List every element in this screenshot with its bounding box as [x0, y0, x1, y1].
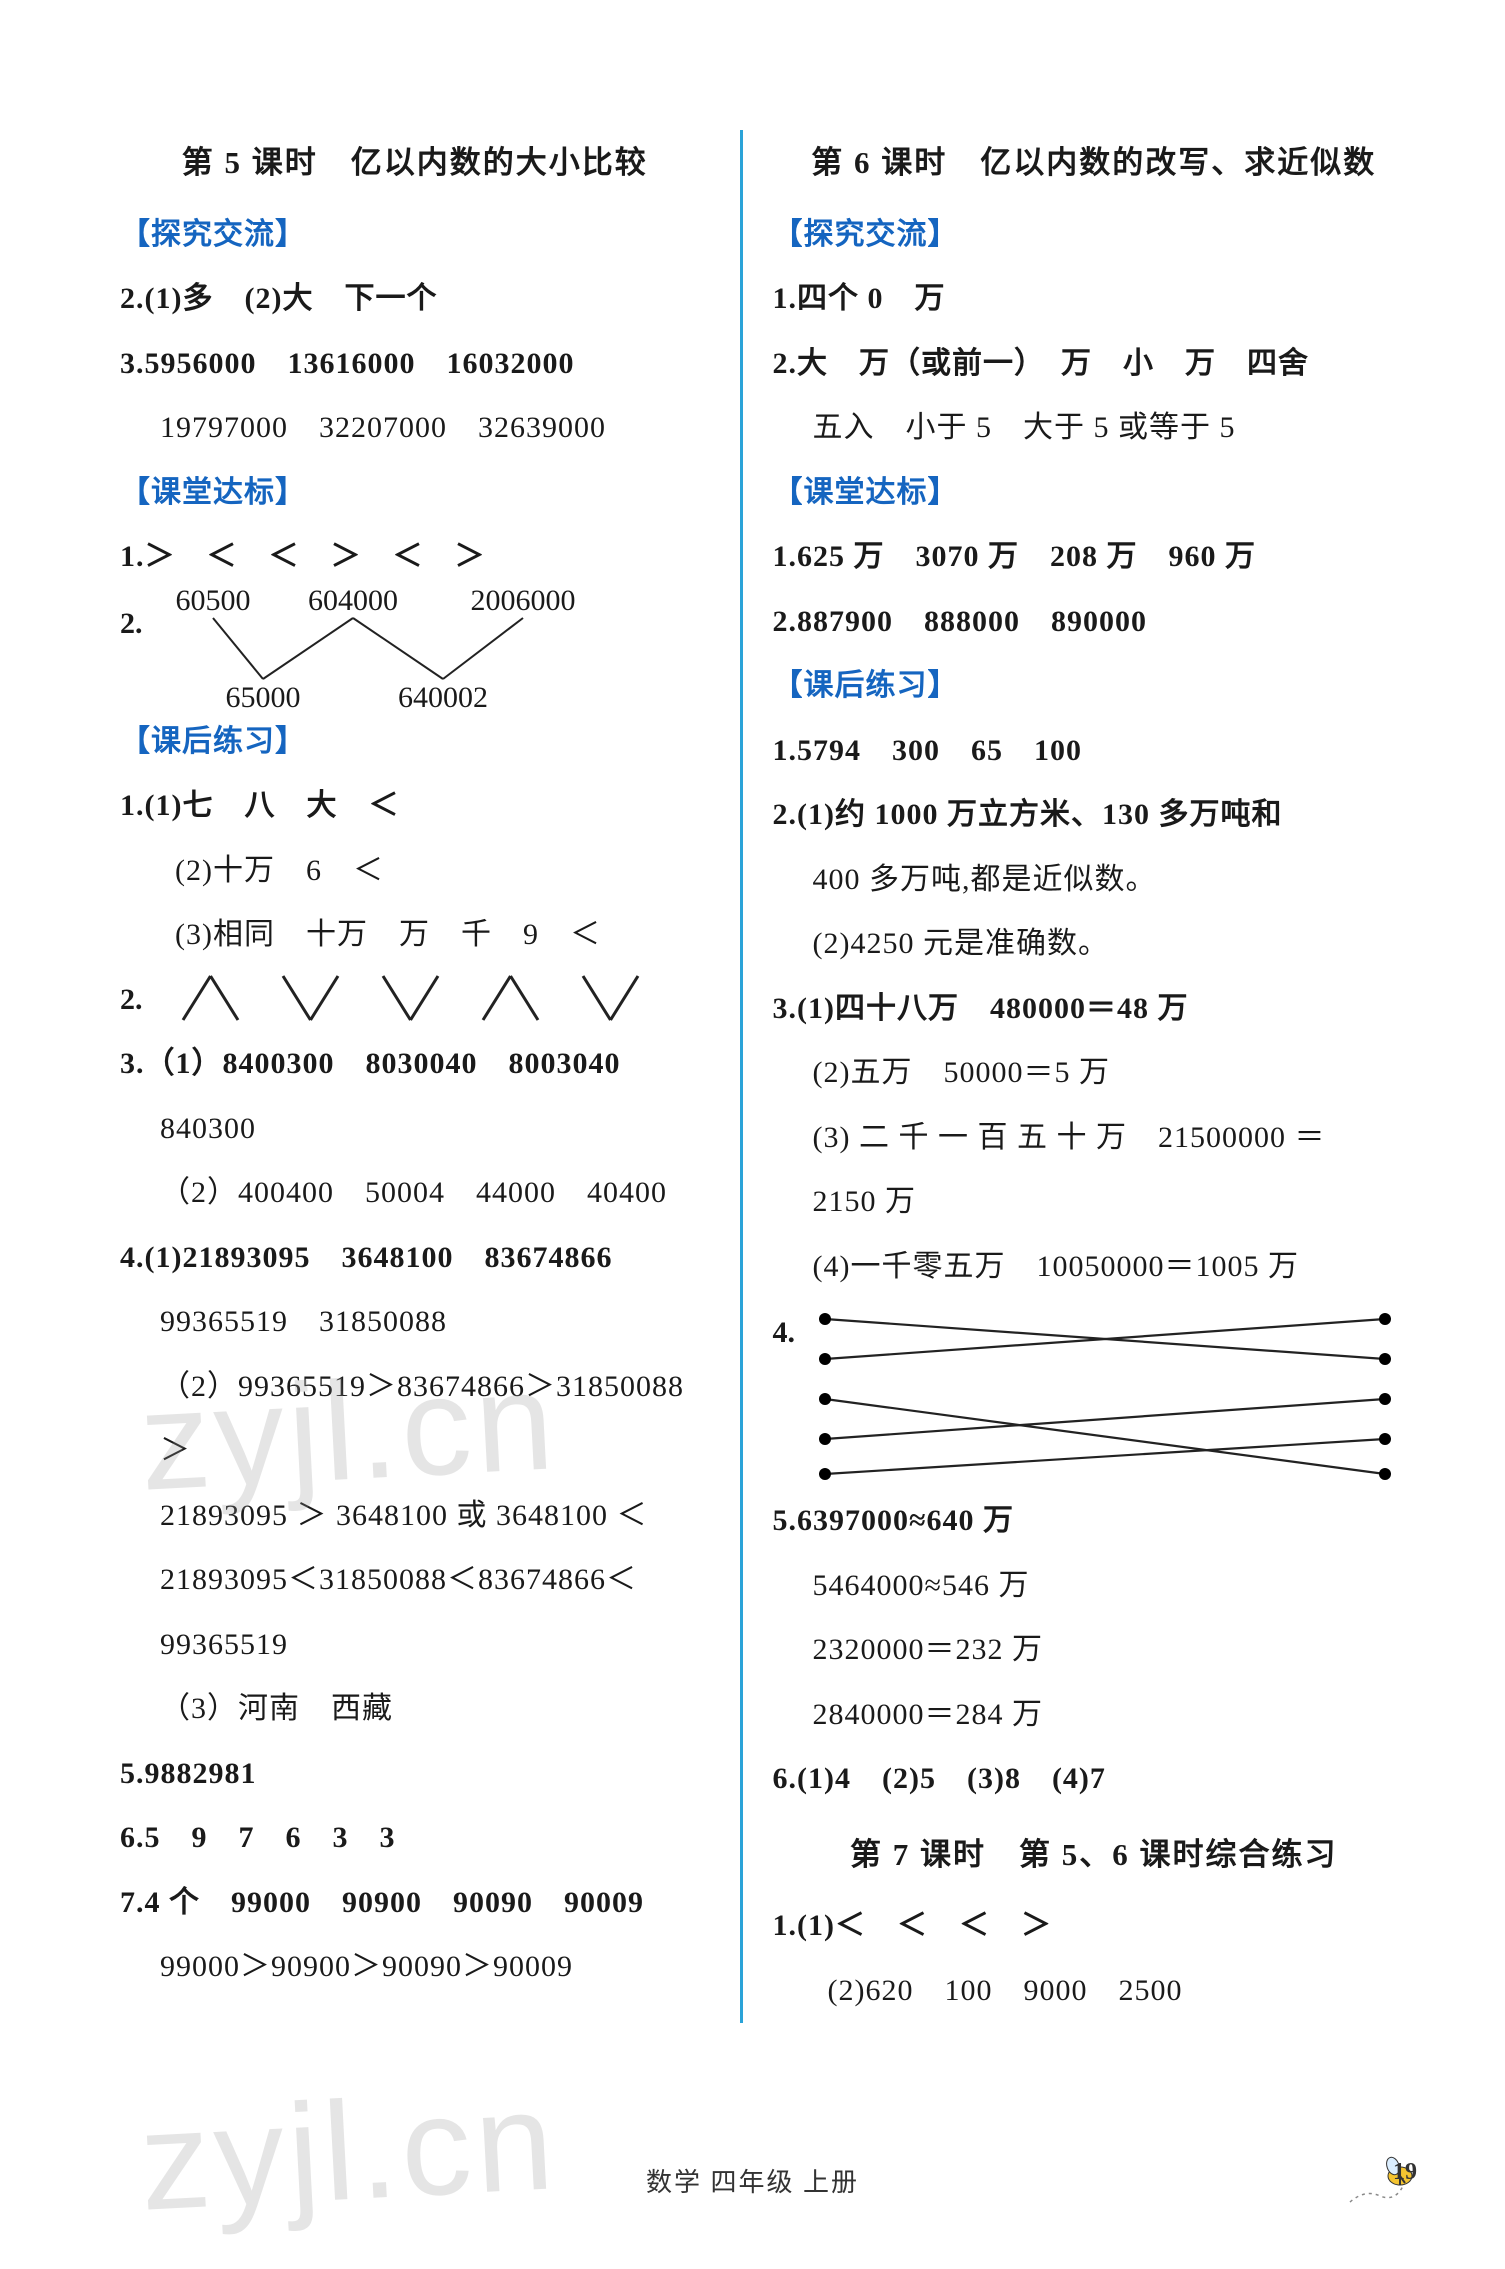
slash-diagram: [143, 972, 663, 1028]
text-line: 2.887900 888000 890000: [773, 590, 1416, 655]
text-line: 2.(1)多 (2)大 下一个: [120, 267, 710, 332]
svg-text:604000: 604000: [308, 590, 398, 617]
text-line: (4)一千零五万 10050000＝1005 万: [773, 1235, 1416, 1300]
text-line: 1.四个 0 万: [773, 267, 1416, 332]
text-line: 7.4 个 99000 90900 90090 90009: [120, 1871, 710, 1936]
text-line: 99365519 31850088: [120, 1290, 710, 1355]
section-after: 【课后练习】: [773, 654, 1416, 719]
q1-1: 1.(1)＜ ＜ ＜ ＞: [773, 1909, 1052, 1942]
zigzag-diagram-wrap: 2. 60500 604000 2006000 65000 640002: [120, 590, 710, 710]
e2a: 2.大 万（或前一） 万 小 万 四舍: [773, 347, 1310, 380]
a5: 5.9882981: [120, 1757, 257, 1790]
p3-1: 3.(1)四十八万 480000＝48 万: [773, 992, 1189, 1025]
page-footer: 数学 四年级 上册: [0, 2162, 1505, 2199]
a6: 6.5 9 7 6 3 3: [120, 1821, 396, 1854]
svg-text:2006000: 2006000: [470, 590, 575, 617]
text-line: 1.625 万 3070 万 208 万 960 万: [773, 525, 1416, 590]
text-line: 五入 小于 5 大于 5 或等于 5: [773, 396, 1416, 461]
text-line: 2150 万: [773, 1170, 1416, 1235]
text-line: 1.(1)七 八 大 ＜: [120, 774, 710, 839]
text-line: 3.5956000 13616000 16032000: [120, 332, 710, 397]
cmp-1: 1.＞ ＜ ＜ ＞ ＜ ＞: [120, 540, 486, 573]
text-line: 2840000＝284 万: [773, 1683, 1416, 1748]
lesson-5-title: 第 5 课时 亿以内数的大小比较: [120, 130, 710, 197]
item-2: 2.(1)多 (2)大 下一个: [120, 282, 437, 315]
section-explore: 【探究交流】: [120, 203, 710, 268]
a4-1: 4.(1)21893095 3648100 83674866: [120, 1241, 612, 1274]
a3-1: 3.（1）8400300 8030040 8003040: [120, 1047, 621, 1080]
matching-diagram-wrap: 4.: [773, 1299, 1416, 1489]
p1: 1.5794 300 65 100: [773, 734, 1083, 767]
text-line: 99365519: [120, 1613, 710, 1678]
text-line: (2)4250 元是准确数。: [773, 912, 1416, 977]
section-class: 【课堂达标】: [773, 461, 1416, 526]
text-line: (2)620 100 9000 2500: [773, 1959, 1416, 2024]
text-line: 21893095 ＞ 3648100 或 3648100 ＜: [120, 1484, 710, 1549]
lesson-7-title: 第 7 课时 第 5、6 课时综合练习: [773, 1822, 1416, 1889]
text-line: (2)五万 50000＝5 万: [773, 1041, 1416, 1106]
slash-diagram-wrap: 2.: [120, 968, 710, 1033]
text-line: （2）99365519＞83674866＞31850088＞: [120, 1355, 710, 1484]
text-line: 6.5 9 7 6 3 3: [120, 1806, 710, 1871]
page-root: zyjl.cn zyjl.cn 第 5 课时 亿以内数的大小比较 【探究交流】 …: [0, 0, 1505, 2269]
text-line: 21893095＜31850088＜83674866＜: [120, 1548, 710, 1613]
matching-diagram: [795, 1299, 1415, 1489]
svg-text:640002: 640002: [398, 681, 488, 710]
text-line: 3.(1)四十八万 480000＝48 万: [773, 977, 1416, 1042]
a7a: 7.4 个 99000 90900 90090 90009: [120, 1886, 644, 1919]
svg-text:60500: 60500: [175, 590, 250, 617]
lesson-6-title: 第 6 课时 亿以内数的改写、求近似数: [773, 130, 1416, 197]
item-4-prefix: 4.: [773, 1299, 796, 1366]
rc1: 1.625 万 3070 万 208 万 960 万: [773, 540, 1257, 573]
svg-text:65000: 65000: [225, 681, 300, 710]
page-number: 19: [1393, 2159, 1417, 2185]
text-line: 2.大 万（或前一） 万 小 万 四舍: [773, 332, 1416, 397]
text-line: (2)十万 6 ＜: [120, 839, 710, 904]
item-2-prefix: 2.: [120, 590, 143, 657]
text-line: （3）河南 西藏: [120, 1677, 710, 1742]
text-line: (3) 二 千 一 百 五 十 万 21500000 ＝: [773, 1106, 1416, 1171]
text-line: 4.(1)21893095 3648100 83674866: [120, 1226, 710, 1291]
rc2: 2.887900 888000 890000: [773, 605, 1148, 638]
text-line: (3)相同 十万 万 千 9 ＜: [120, 903, 710, 968]
item-3a: 3.5956000 13616000 16032000: [120, 347, 575, 380]
text-line: 3.（1）8400300 8030040 8003040: [120, 1032, 710, 1097]
text-line: 5.6397000≈640 万: [773, 1489, 1416, 1554]
watermark-2: zyjl.cn: [136, 2059, 561, 2243]
text-line: 400 多万吨,都是近似数。: [773, 848, 1416, 913]
e1: 1.四个 0 万: [773, 282, 946, 315]
cmp-line: 1.＞ ＜ ＜ ＞ ＜ ＞: [120, 525, 710, 590]
right-column: 第 6 课时 亿以内数的改写、求近似数 【探究交流】 1.四个 0 万 2.大 …: [743, 130, 1436, 2023]
text-line: 6.(1)4 (2)5 (3)8 (4)7: [773, 1747, 1416, 1812]
item-2-prefix: 2.: [120, 968, 143, 1033]
text-line: 840300: [120, 1097, 710, 1162]
text-line: 2.(1)约 1000 万立方米、130 多万吨和: [773, 783, 1416, 848]
p5a: 5.6397000≈640 万: [773, 1504, 1014, 1537]
p2-1: 2.(1)约 1000 万立方米、130 多万吨和: [773, 798, 1283, 831]
text-line: 1.(1)＜ ＜ ＜ ＞: [773, 1894, 1416, 1959]
zigzag-diagram: 60500 604000 2006000 65000 640002: [143, 590, 663, 710]
section-explore: 【探究交流】: [773, 203, 1416, 268]
two-column-layout: 第 5 课时 亿以内数的大小比较 【探究交流】 2.(1)多 (2)大 下一个 …: [100, 130, 1435, 2023]
text-line: 5.9882981: [120, 1742, 710, 1807]
section-class: 【课堂达标】: [120, 461, 710, 526]
text-line: 19797000 32207000 32639000: [120, 396, 710, 461]
text-line: （2）400400 50004 44000 40400: [120, 1161, 710, 1226]
text-line: 99000＞90900＞90090＞90009: [120, 1935, 710, 2000]
section-after: 【课后练习】: [120, 710, 710, 775]
p6: 6.(1)4 (2)5 (3)8 (4)7: [773, 1762, 1106, 1795]
text-line: 1.5794 300 65 100: [773, 719, 1416, 784]
page-number-ornament: 19: [1345, 2154, 1445, 2209]
text-line: 5464000≈546 万: [773, 1554, 1416, 1619]
text-line: 2320000＝232 万: [773, 1618, 1416, 1683]
a1-1: 1.(1)七 八 大 ＜: [120, 789, 399, 822]
left-column: 第 5 课时 亿以内数的大小比较 【探究交流】 2.(1)多 (2)大 下一个 …: [100, 130, 743, 2023]
